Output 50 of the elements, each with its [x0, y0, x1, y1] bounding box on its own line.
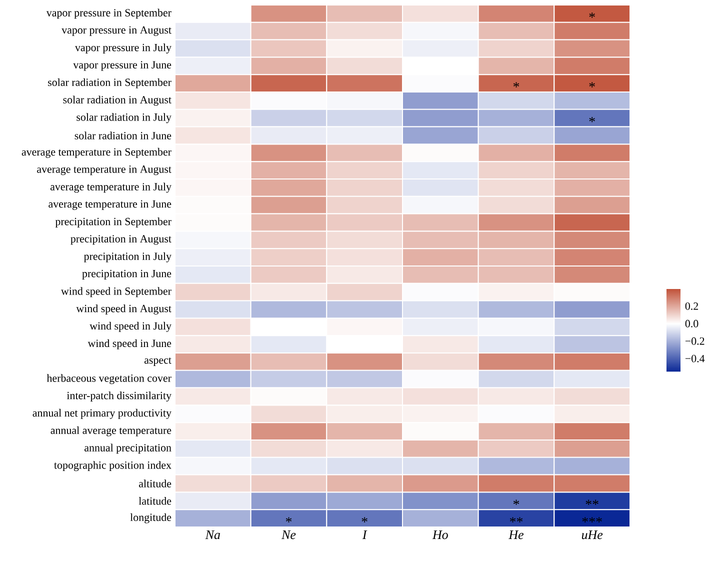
y-tick-label: precipitation in September [55, 218, 172, 228]
y-tick-label: vapor pressure in September [46, 8, 172, 19]
y-tick-label: herbaceous vegetation cover [46, 374, 172, 384]
y-tick-label: wind speed in August [76, 304, 172, 314]
data-label: ** [510, 517, 523, 522]
color-bar-label: −0.4 [685, 354, 705, 362]
y-tick-label: solar radiation in June [74, 132, 172, 140]
y-tick-label: inter-patch dissimilarity [66, 392, 172, 402]
y-tick-label: solar radiation in September [48, 78, 172, 88]
y-tick-label: wind speed in September [61, 287, 172, 298]
y-tick-label: altitude [139, 480, 172, 488]
y-tick-label: precipitation in August [70, 235, 172, 245]
data-label: * [513, 82, 520, 88]
data-label: * [513, 500, 520, 505]
y-tick-label: aspect [144, 357, 172, 366]
color-bar-label: 0.2 [685, 302, 698, 310]
y-tick-label: annual net primary productivity [32, 408, 172, 419]
y-tick-label: annual average temperature [50, 426, 172, 436]
y-tick-label: wind speed in July [90, 322, 172, 332]
color-bar-label: 0.0 [685, 320, 698, 328]
y-tick-label: solar radiation in July [76, 113, 172, 124]
y-tick-label: latitude [138, 497, 172, 505]
y-tick-label: average temperature in July [50, 182, 172, 193]
y-tick-label: solar radiation in August [63, 96, 172, 106]
data-label: * [589, 12, 595, 18]
y-tick-label: precipitation in July [84, 252, 172, 262]
y-tick-label: vapor pressure in August [62, 26, 172, 36]
y-tick-label: vapor pressure in June [73, 61, 172, 71]
y-tick-label: average temperature in September [22, 148, 172, 158]
y-tick-label: vapor pressure in July [75, 44, 172, 54]
data-label: * [286, 517, 292, 522]
data-label: * [589, 82, 595, 88]
data-label: *** [582, 517, 602, 522]
y-tick-label: wind speed in June [88, 339, 172, 350]
y-tick-label: average temperature in August [37, 166, 172, 176]
data-label: * [362, 517, 368, 522]
x-tick-label: uHe [582, 530, 603, 540]
y-tick-label: precipitation in June [82, 270, 172, 280]
y-tick-label: topographic position index [54, 461, 172, 472]
x-tick-label: Ne [281, 530, 296, 540]
x-tick-label: I [362, 530, 368, 540]
color-bar-label: −0.2 [685, 337, 704, 345]
y-tick-label: average temperature in June [48, 200, 172, 210]
x-tick-label: Ho [432, 530, 448, 540]
y-tick-label: annual precipitation [84, 444, 172, 454]
y-tick-label: longitude [130, 513, 172, 524]
data-label: ** [586, 500, 598, 505]
x-tick-label: He [508, 530, 524, 540]
data-label: * [589, 117, 595, 122]
x-tick-label: Na [205, 530, 220, 540]
